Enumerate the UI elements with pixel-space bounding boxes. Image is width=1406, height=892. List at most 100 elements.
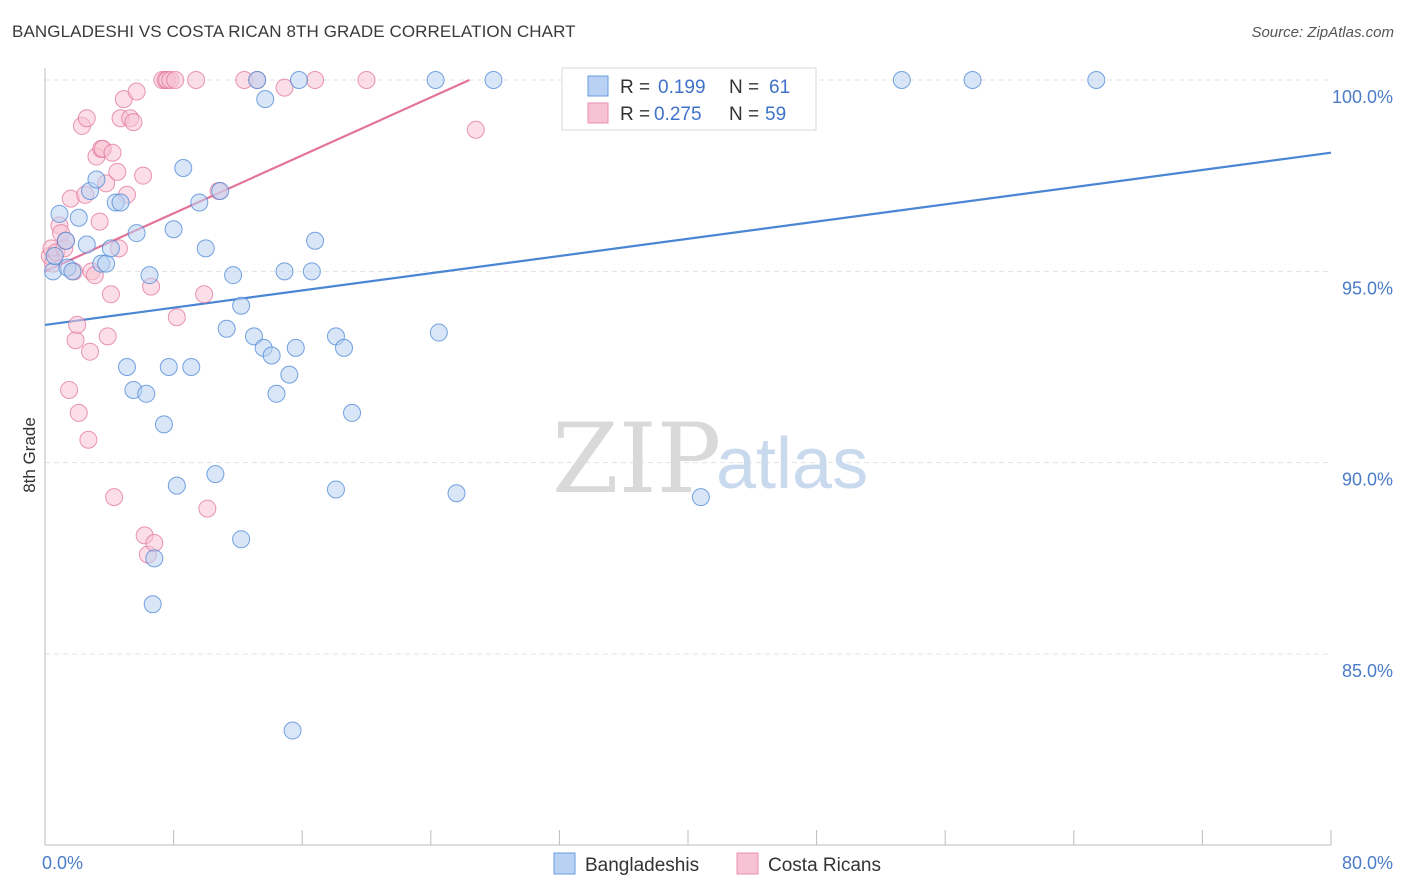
costa-rican-point-47 bbox=[166, 71, 185, 89]
trendline-bangladeshis bbox=[44, 151, 1332, 326]
bangladeshi-point-45 bbox=[286, 338, 305, 357]
bangladeshi-points bbox=[44, 71, 1106, 740]
costa-rican-point-11 bbox=[66, 331, 85, 350]
legend-n-value-blue: 61 bbox=[769, 77, 790, 98]
costa-rican-point-48 bbox=[167, 308, 186, 327]
bangladeshi-point-27 bbox=[182, 358, 201, 376]
costa-rican-point-30 bbox=[108, 162, 127, 181]
bangladeshi-point-34 bbox=[232, 296, 251, 315]
bangladeshi-point-21 bbox=[145, 549, 164, 568]
bangladeshi-point-46 bbox=[289, 71, 308, 89]
bangladeshi-point-32 bbox=[217, 319, 236, 338]
bangladeshi-point-28 bbox=[190, 193, 209, 212]
stats-legend: R = 0.199 N = 61 R = 0.275 N = 59 bbox=[561, 67, 817, 131]
bangladeshi-point-39 bbox=[256, 90, 275, 109]
bangladeshi-point-48 bbox=[306, 231, 325, 250]
legend-swatch-blue bbox=[587, 75, 609, 97]
costa-rican-point-58 bbox=[466, 120, 485, 139]
bangladeshi-point-59 bbox=[963, 71, 982, 89]
bangladeshi-point-31 bbox=[211, 181, 230, 200]
costa-rican-point-28 bbox=[103, 143, 122, 162]
costa-rican-point-37 bbox=[127, 82, 146, 101]
bangladeshi-point-26 bbox=[174, 159, 193, 178]
costa-rican-point-8 bbox=[60, 380, 79, 399]
source-credit: Source: ZipAtlas.com bbox=[1251, 24, 1394, 41]
costa-rican-points bbox=[40, 71, 485, 564]
costa-rican-point-56 bbox=[306, 71, 325, 89]
bangladeshi-point-54 bbox=[429, 323, 448, 342]
legend-r-label-pink: R = bbox=[620, 104, 650, 125]
bangladeshi-point-56 bbox=[484, 71, 503, 89]
costa-rican-point-12 bbox=[68, 315, 87, 334]
y-tick-label-3: 100.0% bbox=[1332, 87, 1393, 107]
bangladeshi-point-60 bbox=[1087, 71, 1106, 89]
bangladeshi-point-9 bbox=[87, 170, 106, 189]
bangladeshi-point-2 bbox=[50, 204, 69, 223]
grid-lines bbox=[45, 79, 1331, 655]
bangladeshi-point-29 bbox=[196, 239, 215, 258]
series-legend: Bangladeshis Costa Ricans bbox=[553, 852, 881, 876]
costa-rican-point-29 bbox=[105, 488, 124, 507]
bangladeshi-point-41 bbox=[267, 384, 286, 403]
legend-swatch-pink bbox=[587, 102, 609, 124]
bangladeshi-point-6 bbox=[69, 208, 88, 227]
trendline-costa-ricans bbox=[44, 78, 470, 273]
costa-rican-point-57 bbox=[357, 71, 376, 89]
costa-rican-point-17 bbox=[79, 430, 98, 449]
bangladeshi-point-57 bbox=[691, 488, 710, 507]
bangladeshi-point-52 bbox=[343, 403, 362, 422]
y-tick-label-1: 90.0% bbox=[1342, 470, 1393, 490]
bangladeshi-point-22 bbox=[154, 415, 173, 434]
watermark: ZIP atlas bbox=[552, 403, 868, 515]
y-axis-title: 8th Grade bbox=[20, 417, 39, 493]
x-tick-label-1: 80.0% bbox=[1342, 853, 1393, 873]
costa-rican-point-26 bbox=[98, 327, 117, 346]
bangladeshi-point-43 bbox=[280, 365, 299, 384]
bangladeshi-point-24 bbox=[164, 220, 183, 239]
bangladeshi-point-58 bbox=[892, 71, 911, 89]
bangladeshi-point-55 bbox=[447, 484, 466, 503]
bangladeshi-point-15 bbox=[117, 358, 136, 376]
bangladeshi-point-3 bbox=[56, 231, 75, 250]
bangladeshi-point-23 bbox=[159, 358, 178, 376]
bangladeshi-point-25 bbox=[167, 476, 186, 495]
bangladeshi-point-35 bbox=[232, 530, 251, 549]
legend-r-value-pink: 0.275 bbox=[654, 104, 702, 125]
costa-rican-point-22 bbox=[90, 212, 109, 231]
bangladeshi-point-30 bbox=[206, 465, 225, 484]
legend-n-value-pink: 59 bbox=[765, 104, 786, 125]
bangladeshi-point-36 bbox=[244, 327, 263, 346]
bangladeshi-point-18 bbox=[137, 384, 156, 403]
legend-r-label-blue: R = bbox=[620, 77, 650, 98]
y-tick-label-0: 85.0% bbox=[1342, 661, 1393, 681]
series-legend-swatch-pink bbox=[736, 852, 759, 875]
bangladeshi-point-50 bbox=[334, 338, 353, 357]
bangladeshi-point-53 bbox=[426, 71, 445, 89]
legend-n-label-pink: N = bbox=[729, 104, 759, 125]
costa-rican-point-51 bbox=[198, 499, 217, 518]
legend-r-value-blue: 0.199 bbox=[658, 77, 706, 98]
series-legend-label-bangladeshis: Bangladeshis bbox=[585, 855, 699, 876]
costa-rican-point-38 bbox=[134, 166, 153, 185]
bangladeshi-point-33 bbox=[224, 266, 243, 285]
watermark-atlas: atlas bbox=[716, 424, 868, 504]
costa-rican-point-36 bbox=[124, 113, 143, 132]
axes bbox=[44, 68, 1332, 846]
bangladeshi-point-19 bbox=[140, 266, 159, 285]
legend-n-label-blue: N = bbox=[729, 77, 759, 98]
costa-rican-point-49 bbox=[187, 71, 206, 89]
bangladeshi-point-44 bbox=[283, 721, 302, 740]
costa-rican-point-18 bbox=[81, 342, 100, 361]
bangladeshi-point-17 bbox=[127, 224, 146, 243]
costa-rican-point-50 bbox=[195, 285, 214, 304]
series-legend-label-costa-ricans: Costa Ricans bbox=[768, 855, 881, 876]
trend-lines bbox=[44, 78, 1332, 326]
costa-rican-point-16 bbox=[77, 109, 96, 128]
series-legend-swatch-blue bbox=[553, 852, 576, 875]
bangladeshi-point-20 bbox=[143, 595, 162, 614]
bangladeshi-point-37 bbox=[248, 71, 267, 89]
bangladeshi-point-14 bbox=[111, 193, 130, 212]
chart-title: BANGLADESHI VS COSTA RICAN 8TH GRADE COR… bbox=[12, 22, 576, 41]
tick-labels: 85.0% 90.0% 95.0% 100.0% 0.0% 80.0% bbox=[42, 87, 1393, 873]
